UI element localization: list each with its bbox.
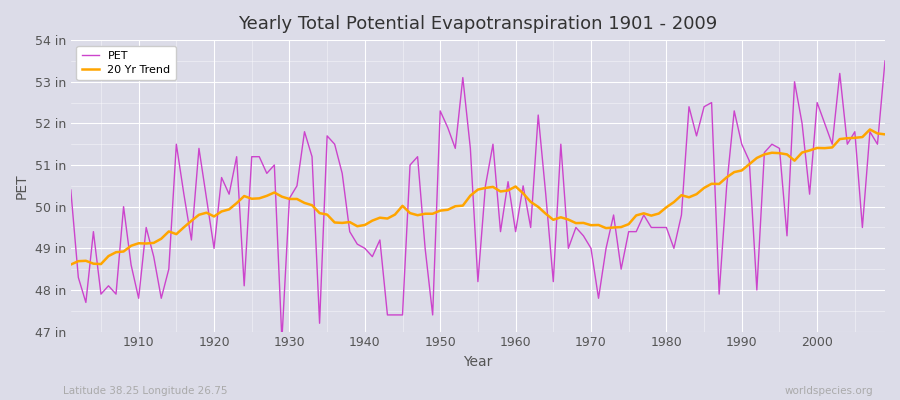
PET bbox=[299, 129, 310, 134]
20 Yr Trend bbox=[510, 184, 521, 189]
PET bbox=[126, 262, 137, 267]
PET bbox=[66, 188, 77, 192]
PET bbox=[518, 184, 528, 188]
Line: PET: PET bbox=[71, 61, 885, 340]
20 Yr Trend bbox=[66, 262, 77, 267]
PET bbox=[879, 58, 890, 63]
Text: worldspecies.org: worldspecies.org bbox=[785, 386, 873, 396]
Text: Latitude 38.25 Longitude 26.75: Latitude 38.25 Longitude 26.75 bbox=[63, 386, 228, 396]
20 Yr Trend bbox=[879, 132, 890, 137]
Y-axis label: PET: PET bbox=[15, 173, 29, 199]
20 Yr Trend bbox=[600, 226, 611, 230]
PET bbox=[608, 212, 619, 217]
Legend: PET, 20 Yr Trend: PET, 20 Yr Trend bbox=[76, 46, 176, 80]
20 Yr Trend bbox=[292, 196, 302, 201]
PET bbox=[510, 229, 521, 234]
20 Yr Trend bbox=[337, 220, 347, 225]
Title: Yearly Total Potential Evapotranspiration 1901 - 2009: Yearly Total Potential Evapotranspiratio… bbox=[238, 15, 717, 33]
X-axis label: Year: Year bbox=[464, 355, 492, 369]
PET bbox=[345, 229, 356, 234]
PET bbox=[276, 338, 287, 342]
20 Yr Trend bbox=[503, 188, 514, 193]
20 Yr Trend bbox=[865, 127, 876, 132]
20 Yr Trend bbox=[126, 243, 137, 248]
Line: 20 Yr Trend: 20 Yr Trend bbox=[71, 130, 885, 264]
